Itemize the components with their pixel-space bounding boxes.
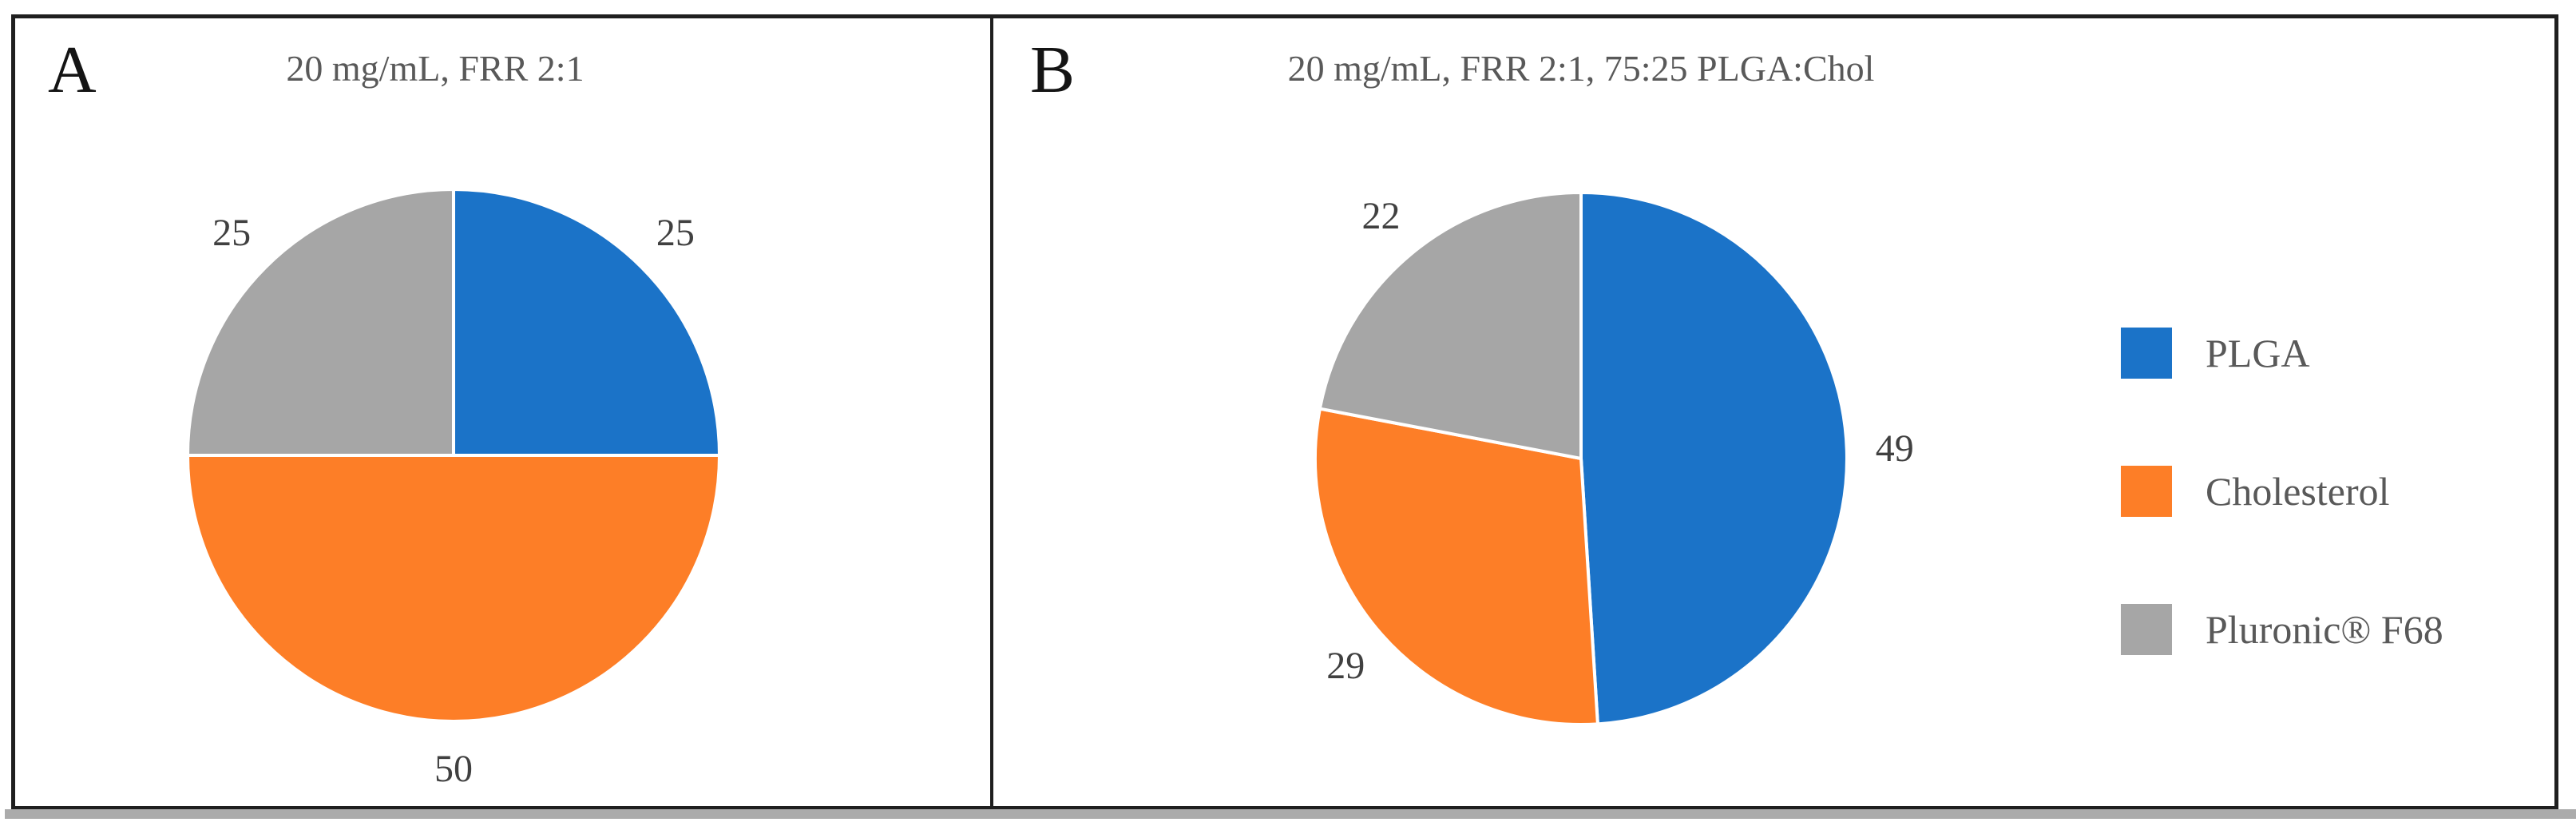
pie-slice: [452, 187, 722, 457]
legend: PLGA Cholesterol Pluronic® F68: [2121, 328, 2443, 655]
pie-slice: [1579, 190, 1849, 726]
pie-data-label: 29: [1326, 644, 1365, 687]
legend-item-cholesterol: Cholesterol: [2121, 466, 2443, 517]
panel-b-title: 20 mg/mL, FRR 2:1, 75:25 PLGA:Chol: [1287, 48, 1875, 89]
panel-b-letter: B: [1030, 33, 1076, 107]
pie-data-label: 25: [656, 212, 695, 255]
pie-chart-b: [1314, 190, 1849, 726]
figure-border: [11, 14, 2558, 810]
legend-item-plga: PLGA: [2121, 328, 2443, 379]
panel-a-letter: A: [48, 33, 97, 107]
pie-slice: [185, 187, 455, 457]
legend-label-plga: PLGA: [2205, 331, 2310, 375]
legend-item-pluronic-f68: Pluronic® F68: [2121, 604, 2443, 655]
pie-chart-a: [185, 187, 722, 723]
panel-a-title: 20 mg/mL, FRR 2:1: [286, 48, 585, 89]
pie-data-label: 49: [1875, 427, 1914, 470]
legend-label-cholesterol: Cholesterol: [2205, 469, 2390, 514]
pie-data-label: 50: [434, 747, 473, 790]
legend-swatch-cholesterol: [2121, 466, 2172, 517]
pie-data-label: 25: [212, 212, 252, 255]
pie-data-label: 22: [1361, 195, 1401, 238]
border-shadow: [5, 809, 2576, 819]
pie-slice: [1314, 407, 1600, 726]
legend-swatch-plga: [2121, 328, 2172, 379]
pie-slice: [185, 454, 722, 723]
pie-slice: [1318, 190, 1583, 461]
legend-swatch-pluronic-f68: [2121, 604, 2172, 655]
legend-label-pluronic-f68: Pluronic® F68: [2205, 607, 2443, 652]
panel-divider: [990, 16, 993, 808]
